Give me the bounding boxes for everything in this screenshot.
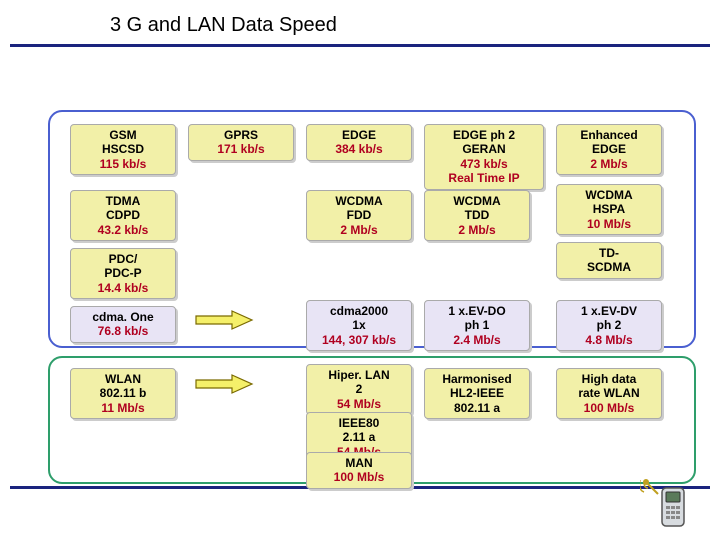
cell-name: High data rate WLAN xyxy=(559,372,659,401)
cell-rate: 171 kb/s xyxy=(191,142,291,156)
tech-cell: cdma. One76.8 kb/s xyxy=(70,306,176,343)
cell-name: 1 x.EV-DV ph 2 xyxy=(559,304,659,333)
cell-rate: 14.4 kb/s xyxy=(73,281,173,295)
tech-cell: WLAN 802.11 b11 Mb/s xyxy=(70,368,176,419)
tech-cell: PDC/ PDC-P14.4 kb/s xyxy=(70,248,176,299)
cell-rate: 144, 307 kb/s xyxy=(309,333,409,347)
tech-cell: cdma2000 1x144, 307 kb/s xyxy=(306,300,412,351)
tech-cell: Harmonised HL2-IEEE 802.11 a xyxy=(424,368,530,419)
cell-rate: 115 kb/s xyxy=(73,157,173,171)
cell-name: Hiper. LAN 2 xyxy=(309,368,409,397)
cell-name: GPRS xyxy=(191,128,291,142)
tech-cell: 1 x.EV-DV ph 24.8 Mb/s xyxy=(556,300,662,351)
cell-name: 1 x.EV-DO ph 1 xyxy=(427,304,527,333)
cell-name: WCDMA HSPA xyxy=(559,188,659,217)
cell-rate: 43.2 kb/s xyxy=(73,223,173,237)
cell-rate: 4.8 Mb/s xyxy=(559,333,659,347)
cell-name: cdma2000 1x xyxy=(309,304,409,333)
title-underline xyxy=(10,44,710,47)
cell-rate: 11 Mb/s xyxy=(73,401,173,415)
phone-icon xyxy=(640,470,700,530)
cell-rate: 76.8 kb/s xyxy=(73,324,173,338)
cell-rate: 2.4 Mb/s xyxy=(427,333,527,347)
tech-cell: WCDMA TDD2 Mb/s xyxy=(424,190,530,241)
cell-name: MAN xyxy=(309,456,409,470)
cell-rate: 100 Mb/s xyxy=(559,401,659,415)
tech-cell: TDMA CDPD43.2 kb/s xyxy=(70,190,176,241)
tech-cell: WCDMA HSPA10 Mb/s xyxy=(556,184,662,235)
cell-name: IEEE80 2.11 a xyxy=(309,416,409,445)
cell-name: WCDMA TDD xyxy=(427,194,527,223)
arrow-icon xyxy=(194,310,254,330)
cell-name: GSM HSCSD xyxy=(73,128,173,157)
cell-name: cdma. One xyxy=(73,310,173,324)
tech-cell: High data rate WLAN100 Mb/s xyxy=(556,368,662,419)
tech-cell: MAN100 Mb/s xyxy=(306,452,412,489)
cell-name: TDMA CDPD xyxy=(73,194,173,223)
tech-cell: EDGE ph 2 GERAN473 kb/s Real Time IP xyxy=(424,124,544,190)
cell-name: WLAN 802.11 b xyxy=(73,372,173,401)
cell-name: PDC/ PDC-P xyxy=(73,252,173,281)
cell-rate: 2 Mb/s xyxy=(559,157,659,171)
tech-cell: WCDMA FDD2 Mb/s xyxy=(306,190,412,241)
cell-name: TD- SCDMA xyxy=(559,246,659,275)
arrow-icon xyxy=(194,374,254,394)
cell-rate: 10 Mb/s xyxy=(559,217,659,231)
tech-cell: TD- SCDMA xyxy=(556,242,662,279)
tech-cell: Hiper. LAN 254 Mb/s xyxy=(306,364,412,415)
cell-name: Harmonised HL2-IEEE 802.11 a xyxy=(427,372,527,415)
cell-rate: 384 kb/s xyxy=(309,142,409,156)
page-title: 3 G and LAN Data Speed xyxy=(110,14,337,37)
cell-rate: 2 Mb/s xyxy=(309,223,409,237)
cell-name: Enhanced EDGE xyxy=(559,128,659,157)
tech-cell: Enhanced EDGE2 Mb/s xyxy=(556,124,662,175)
tech-cell: EDGE384 kb/s xyxy=(306,124,412,161)
tech-cell: GSM HSCSD115 kb/s xyxy=(70,124,176,175)
cell-name: WCDMA FDD xyxy=(309,194,409,223)
tech-cell: 1 x.EV-DO ph 12.4 Mb/s xyxy=(424,300,530,351)
cell-rate: 100 Mb/s xyxy=(309,470,409,484)
cell-rate: 473 kb/s Real Time IP xyxy=(427,157,541,186)
cell-name: EDGE xyxy=(309,128,409,142)
cell-name: EDGE ph 2 GERAN xyxy=(427,128,541,157)
cell-rate: 54 Mb/s xyxy=(309,397,409,411)
tech-cell: GPRS171 kb/s xyxy=(188,124,294,161)
cell-rate: 2 Mb/s xyxy=(427,223,527,237)
